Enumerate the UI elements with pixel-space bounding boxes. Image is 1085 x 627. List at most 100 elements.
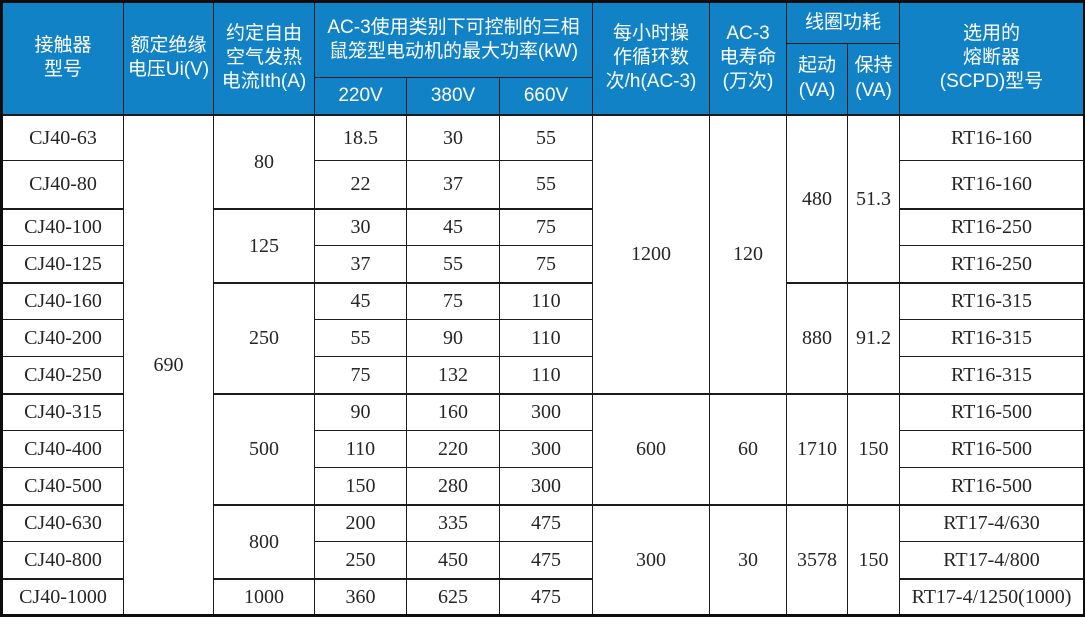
cell-fuse: RT16-250 xyxy=(899,245,1085,283)
cell-model: CJ40-500 xyxy=(1,467,124,505)
table-row: CJ40-1000 1000 360 625 475 RT17-4/1250(1… xyxy=(1,577,1085,616)
cell-coil-start: 880 xyxy=(786,281,848,394)
cell-power-660v: 300 xyxy=(499,430,593,468)
cell-power-660v: 55 xyxy=(499,160,593,209)
col-header-thermal-current: 约定自由 空气发热 电流Ith(A) xyxy=(213,1,315,115)
cell-thermal-current: 1000 xyxy=(213,577,315,616)
cell-life: 120 xyxy=(709,113,787,394)
cell-model: CJ40-200 xyxy=(1,319,124,357)
cell-thermal-current: 800 xyxy=(213,503,315,579)
cell-fuse: RT16-500 xyxy=(899,467,1085,505)
cell-power-380v: 55 xyxy=(406,245,500,283)
cell-power-380v: 30 xyxy=(406,113,500,161)
header-row-3: 220V 380V 660V xyxy=(2,77,1085,116)
cell-power-660v: 475 xyxy=(499,577,593,616)
cell-power-220v: 22 xyxy=(314,160,407,209)
col-header-coil-start: 起动 (VA) xyxy=(786,43,848,115)
cell-cycles: 300 xyxy=(592,503,710,616)
cell-fuse: RT16-250 xyxy=(899,207,1085,246)
table-row: CJ40-500 150 280 300 RT16-500 xyxy=(1,467,1085,505)
cell-power-220v: 75 xyxy=(314,356,407,394)
cell-fuse: RT17-4/800 xyxy=(899,541,1085,579)
cell-power-380v: 625 xyxy=(406,577,500,616)
cell-model: CJ40-250 xyxy=(1,356,124,394)
cell-power-380v: 75 xyxy=(406,281,500,320)
cell-coil-start: 3578 xyxy=(786,503,848,616)
cell-power-220v: 55 xyxy=(314,319,407,357)
cell-power-380v: 280 xyxy=(406,467,500,505)
table-row: CJ40-315 500 90 160 300 600 60 1710 150 … xyxy=(1,392,1085,505)
col-header-cycles: 每小时操 作循环数 次/h(AC-3) xyxy=(592,1,710,115)
cell-power-660v: 300 xyxy=(499,467,593,505)
col-header-660v: 660V xyxy=(499,77,593,116)
table-body: CJ40-63 690 80 18.5 30 55 1200 120 480 5… xyxy=(1,113,1085,616)
cell-power-220v: 200 xyxy=(314,503,407,542)
cell-coil-start: 480 xyxy=(786,113,848,283)
cell-power-380v: 160 xyxy=(406,392,500,431)
cell-coil-start: 1710 xyxy=(786,392,848,505)
cell-power-220v: 90 xyxy=(314,392,407,431)
cell-fuse: RT16-500 xyxy=(899,392,1085,431)
cell-fuse: RT16-315 xyxy=(899,281,1085,320)
cell-model: CJ40-630 xyxy=(1,503,124,542)
cell-power-220v: 45 xyxy=(314,281,407,320)
cell-fuse: RT17-4/630 xyxy=(899,503,1085,542)
cell-fuse: RT17-4/1250(1000) xyxy=(899,577,1085,616)
cell-power-380v: 220 xyxy=(406,430,500,468)
cell-power-660v: 75 xyxy=(499,207,593,246)
cell-power-660v: 110 xyxy=(499,356,593,394)
cell-fuse: RT16-315 xyxy=(899,356,1085,394)
table-row: CJ40-200 55 90 110 RT16-315 xyxy=(1,319,1085,357)
col-header-model: 接触器 型号 xyxy=(1,1,124,115)
cell-fuse: RT16-160 xyxy=(899,160,1085,209)
table-row: CJ40-100 125 30 45 75 RT16-250 xyxy=(1,207,1085,283)
cell-power-660v: 475 xyxy=(499,541,593,579)
cell-power-220v: 150 xyxy=(314,467,407,505)
cell-power-220v: 37 xyxy=(314,245,407,283)
cell-model: CJ40-400 xyxy=(1,430,124,468)
cell-power-220v: 250 xyxy=(314,541,407,579)
cell-fuse: RT16-160 xyxy=(899,113,1085,161)
col-header-life: AC-3 电寿命 (万次) xyxy=(709,1,787,115)
table-row: CJ40-800 250 450 475 RT17-4/800 xyxy=(1,541,1085,579)
cell-model: CJ40-1000 xyxy=(1,577,124,616)
cell-cycles: 600 xyxy=(592,392,710,505)
cell-model: CJ40-100 xyxy=(1,207,124,246)
table-header: 接触器 型号 额定绝缘 电压Ui(V) 约定自由 空气发热 电流Ith(A) A… xyxy=(1,1,1085,116)
cell-life: 60 xyxy=(709,392,787,505)
cell-thermal-current: 250 xyxy=(213,281,315,394)
cell-power-380v: 37 xyxy=(406,160,500,209)
cell-model: CJ40-63 xyxy=(1,113,124,161)
cell-power-380v: 132 xyxy=(406,356,500,394)
table-row: CJ40-125 37 55 75 RT16-250 xyxy=(1,245,1085,283)
cell-power-660v: 300 xyxy=(499,392,593,431)
cell-thermal-current: 125 xyxy=(213,207,315,283)
cell-coil-hold: 51.3 xyxy=(846,113,901,283)
cell-power-660v: 110 xyxy=(499,281,593,320)
cell-power-220v: 360 xyxy=(314,577,407,616)
cell-power-220v: 18.5 xyxy=(314,113,407,161)
col-header-coil-group: 线圈功耗 xyxy=(785,1,901,44)
cell-coil-hold: 150 xyxy=(846,503,901,616)
cell-fuse: RT16-500 xyxy=(899,430,1085,468)
table-row: CJ40-80 22 37 55 RT16-160 xyxy=(1,160,1085,209)
cell-coil-hold: 150 xyxy=(846,392,901,505)
cell-coil-hold: 91.2 xyxy=(846,281,901,394)
table-row: CJ40-160 250 45 75 110 880 91.2 RT16-315 xyxy=(1,281,1085,394)
header-row-2: 起动 (VA) 保持 (VA) xyxy=(2,43,1085,115)
cell-power-660v: 475 xyxy=(499,503,593,542)
cell-life: 30 xyxy=(709,503,787,616)
col-header-rated-voltage: 额定绝缘 电压Ui(V) xyxy=(123,1,214,115)
cell-rated-voltage: 690 xyxy=(123,113,214,616)
cell-power-220v: 30 xyxy=(314,207,407,246)
table-row: CJ40-63 690 80 18.5 30 55 1200 120 480 5… xyxy=(1,113,1085,616)
table-row: CJ40-630 800 200 335 475 300 30 3578 150… xyxy=(1,503,1085,616)
cell-thermal-current: 500 xyxy=(213,392,315,505)
cell-fuse: RT16-315 xyxy=(899,319,1085,357)
cell-power-660v: 75 xyxy=(499,245,593,283)
col-header-coil-hold: 保持 (VA) xyxy=(846,43,901,115)
cell-power-380v: 45 xyxy=(406,207,500,246)
cell-model: CJ40-125 xyxy=(1,245,124,283)
header-row-1: 接触器 型号 额定绝缘 电压Ui(V) 约定自由 空气发热 电流Ith(A) A… xyxy=(1,1,1085,115)
